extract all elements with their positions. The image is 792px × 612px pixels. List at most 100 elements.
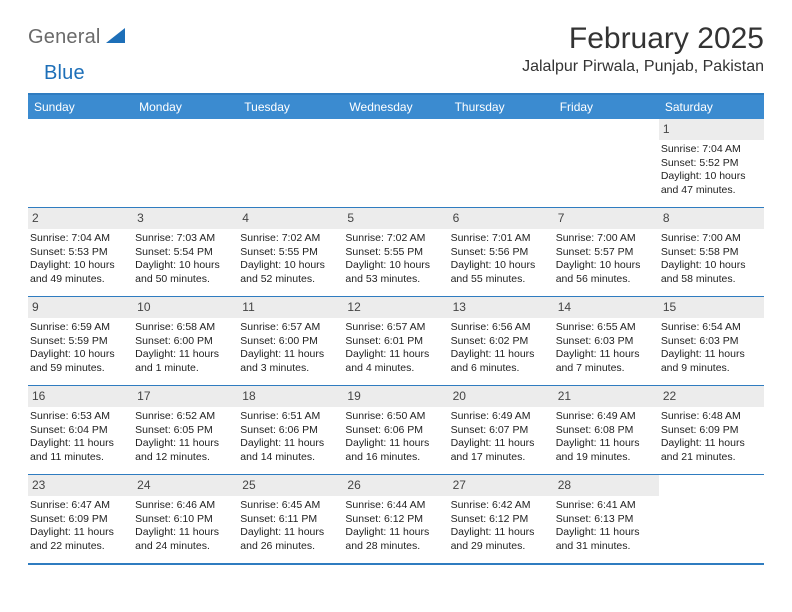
sunrise-text: Sunrise: 6:58 AM <box>135 321 234 334</box>
sunset-text: Sunset: 6:07 PM <box>451 424 550 437</box>
day2-text: and 21 minutes. <box>661 451 760 464</box>
sunset-text: Sunset: 6:00 PM <box>240 335 339 348</box>
day1-text: Daylight: 11 hours <box>451 437 550 450</box>
sunrise-text: Sunrise: 7:01 AM <box>451 232 550 245</box>
week-row: 16Sunrise: 6:53 AMSunset: 6:04 PMDayligh… <box>28 386 764 475</box>
sunset-text: Sunset: 6:09 PM <box>661 424 760 437</box>
day-cell: 10Sunrise: 6:58 AMSunset: 6:00 PMDayligh… <box>133 297 238 385</box>
day2-text: and 26 minutes. <box>240 540 339 553</box>
sunset-text: Sunset: 6:12 PM <box>345 513 444 526</box>
sunset-text: Sunset: 6:03 PM <box>661 335 760 348</box>
day-cell: 25Sunrise: 6:45 AMSunset: 6:11 PMDayligh… <box>238 475 343 563</box>
day2-text: and 14 minutes. <box>240 451 339 464</box>
sunset-text: Sunset: 5:56 PM <box>451 246 550 259</box>
day1-text: Daylight: 11 hours <box>556 437 655 450</box>
day2-text: and 16 minutes. <box>345 451 444 464</box>
weekday-wed: Wednesday <box>343 95 448 119</box>
day2-text: and 28 minutes. <box>345 540 444 553</box>
day-cell: 18Sunrise: 6:51 AMSunset: 6:06 PMDayligh… <box>238 386 343 474</box>
day-number: 19 <box>343 386 448 407</box>
day-cell: 12Sunrise: 6:57 AMSunset: 6:01 PMDayligh… <box>343 297 448 385</box>
day-number: 21 <box>554 386 659 407</box>
weekday-mon: Monday <box>133 95 238 119</box>
weeks-container: 1Sunrise: 7:04 AMSunset: 5:52 PMDaylight… <box>28 119 764 565</box>
day-cell: 1Sunrise: 7:04 AMSunset: 5:52 PMDaylight… <box>659 119 764 207</box>
day-number: 25 <box>238 475 343 496</box>
day1-text: Daylight: 11 hours <box>661 348 760 361</box>
day1-text: Daylight: 11 hours <box>135 526 234 539</box>
sunrise-text: Sunrise: 6:53 AM <box>30 410 129 423</box>
week-row: 1Sunrise: 7:04 AMSunset: 5:52 PMDaylight… <box>28 119 764 208</box>
empty-cell <box>449 119 554 207</box>
day-cell: 4Sunrise: 7:02 AMSunset: 5:55 PMDaylight… <box>238 208 343 296</box>
day2-text: and 4 minutes. <box>345 362 444 375</box>
day1-text: Daylight: 11 hours <box>661 437 760 450</box>
day-cell: 17Sunrise: 6:52 AMSunset: 6:05 PMDayligh… <box>133 386 238 474</box>
day-cell: 15 Sunrise: 6:54 AMSunset: 6:03 PMDayligh… <box>659 297 764 385</box>
location-label: Jalalpur Pirwala, Punjab, Pakistan <box>522 58 764 76</box>
empty-cell <box>238 119 343 207</box>
day-number: 14 <box>554 297 659 318</box>
sunrise-text: Sunrise: 6:49 AM <box>556 410 655 423</box>
day2-text: and 6 minutes. <box>451 362 550 375</box>
day-number: 26 <box>343 475 448 496</box>
sunrise-text: Sunrise: 7:03 AM <box>135 232 234 245</box>
day1-text: Daylight: 11 hours <box>345 437 444 450</box>
day1-text: Daylight: 11 hours <box>30 526 129 539</box>
day2-text: and 3 minutes. <box>240 362 339 375</box>
sunset-text: Sunset: 6:00 PM <box>135 335 234 348</box>
sunset-text: Sunset: 5:55 PM <box>345 246 444 259</box>
day2-text: and 55 minutes. <box>451 273 550 286</box>
title-block: February 2025 Jalalpur Pirwala, Punjab, … <box>522 22 764 76</box>
day2-text: and 52 minutes. <box>240 273 339 286</box>
sunset-text: Sunset: 6:02 PM <box>451 335 550 348</box>
sunrise-text: Sunrise: 6:42 AM <box>451 499 550 512</box>
day1-text: Daylight: 10 hours <box>661 170 760 183</box>
day2-text: and 29 minutes. <box>451 540 550 553</box>
day1-text: Daylight: 10 hours <box>345 259 444 272</box>
sunset-text: Sunset: 6:01 PM <box>345 335 444 348</box>
day-cell: 14Sunrise: 6:55 AMSunset: 6:03 PMDayligh… <box>554 297 659 385</box>
brand-name-part1: General <box>28 26 101 49</box>
sunrise-text: Sunrise: 6:54 AM <box>661 321 760 334</box>
day-number: 23 <box>28 475 133 496</box>
day-cell: 6Sunrise: 7:01 AMSunset: 5:56 PMDaylight… <box>449 208 554 296</box>
sunrise-text: Sunrise: 7:02 AM <box>345 232 444 245</box>
day1-text: Daylight: 11 hours <box>556 348 655 361</box>
weekday-thu: Thursday <box>449 95 554 119</box>
month-title: February 2025 <box>522 22 764 56</box>
day-number: 20 <box>449 386 554 407</box>
weekday-fri: Friday <box>554 95 659 119</box>
sunrise-text: Sunrise: 6:51 AM <box>240 410 339 423</box>
day-number: 6 <box>449 208 554 229</box>
day2-text: and 47 minutes. <box>661 184 760 197</box>
sunrise-text: Sunrise: 6:57 AM <box>240 321 339 334</box>
sunset-text: Sunset: 5:57 PM <box>556 246 655 259</box>
sail-icon <box>105 26 127 49</box>
sunrise-text: Sunrise: 7:02 AM <box>240 232 339 245</box>
day-number: 11 <box>238 297 343 318</box>
day1-text: Daylight: 11 hours <box>135 348 234 361</box>
sunrise-text: Sunrise: 6:52 AM <box>135 410 234 423</box>
day2-text: and 9 minutes. <box>661 362 760 375</box>
week-row: 9Sunrise: 6:59 AMSunset: 5:59 PMDaylight… <box>28 297 764 386</box>
calendar-page: General February 2025 Jalalpur Pirwala, … <box>0 0 792 577</box>
day1-text: Daylight: 11 hours <box>30 437 129 450</box>
sunset-text: Sunset: 6:04 PM <box>30 424 129 437</box>
weekday-sun: Sunday <box>28 95 133 119</box>
day-number: 2 <box>28 208 133 229</box>
sunrise-text: Sunrise: 7:00 AM <box>661 232 760 245</box>
day2-text: and 56 minutes. <box>556 273 655 286</box>
sunset-text: Sunset: 6:12 PM <box>451 513 550 526</box>
sunrise-text: Sunrise: 7:04 AM <box>30 232 129 245</box>
day-number: 18 <box>238 386 343 407</box>
day1-text: Daylight: 11 hours <box>240 348 339 361</box>
empty-cell <box>343 119 448 207</box>
sunrise-text: Sunrise: 6:45 AM <box>240 499 339 512</box>
day-number: 15 <box>659 297 764 318</box>
day-cell: 20Sunrise: 6:49 AMSunset: 6:07 PMDayligh… <box>449 386 554 474</box>
day1-text: Daylight: 10 hours <box>135 259 234 272</box>
day-cell: 13Sunrise: 6:56 AMSunset: 6:02 PMDayligh… <box>449 297 554 385</box>
week-row: 23Sunrise: 6:47 AMSunset: 6:09 PMDayligh… <box>28 475 764 565</box>
day-cell: 27Sunrise: 6:42 AMSunset: 6:12 PMDayligh… <box>449 475 554 563</box>
